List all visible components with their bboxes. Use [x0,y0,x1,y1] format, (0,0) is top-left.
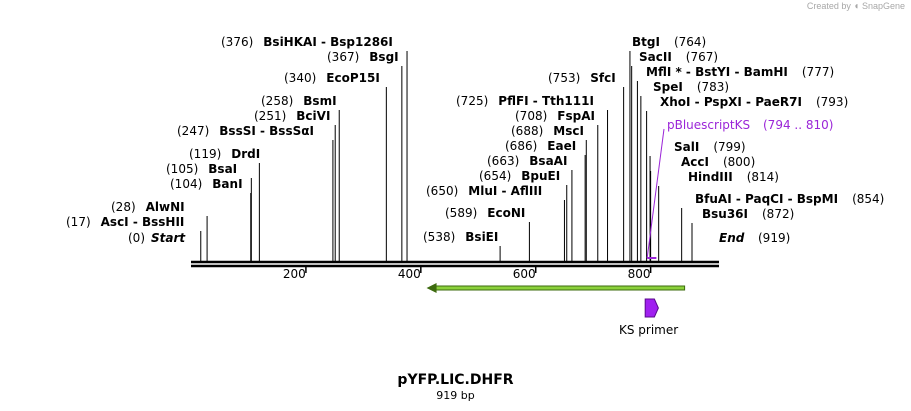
tick-label: 600 [513,267,536,281]
site-position-econi: (589) [445,206,477,220]
end-position: (919) [758,231,790,245]
site-position-bcivi: (251) [254,109,286,123]
backbone [191,260,719,268]
ks-primer-label: KS primer [619,323,678,337]
site-position-bpuei: (654) [479,169,511,183]
site-position-xhoi: (793) [816,95,848,109]
ks-primer-arrow-icon [644,298,659,318]
start-position: (0) [128,231,145,245]
created-by-credit: Created by ◖ SnapGene [807,1,905,12]
primer-name[interactable]: pBluescriptKS [667,118,750,132]
site-name-bsmi[interactable]: BsmI [303,94,336,108]
primer-range: (794 .. 810) [763,118,833,132]
site-position-bani: (104) [170,177,202,191]
site-name-xhoi[interactable]: XhoI - PspXI - PaeR7I [660,95,802,109]
site-labels: (17) AscI - BssHII(28) AlwNI (104) BanI (105)… [66,35,884,244]
end-label: End [719,231,745,245]
site-position-bsihkai: (376) [221,35,253,49]
site-name-sali[interactable]: SalI [674,140,699,154]
site-position-bsiei: (538) [423,230,455,244]
site-name-econi[interactable]: EcoNI [487,206,525,220]
site-name-alwni[interactable]: AlwNI [146,200,185,214]
site-name-bsu36i[interactable]: Bsu36I [702,207,748,221]
site-position-bfuai: (854) [852,192,884,206]
site-position-btgi: (764) [674,35,706,49]
site-name-fspai[interactable]: FspAI [557,109,595,123]
site-position-mlui: (650) [426,184,458,198]
site-name-bsssi[interactable]: BssSI - BssSαI [219,124,314,138]
site-position-bsai: (105) [166,162,198,176]
site-name-asci[interactable]: AscI - BssHII [101,215,185,229]
site-name-mlui[interactable]: MluI - AflIII [468,184,542,198]
site-name-btgi[interactable]: BtgI [632,35,660,49]
site-name-eaei[interactable]: EaeI [547,139,576,153]
start-label: Start [151,231,186,245]
site-name-msci[interactable]: MscI [553,124,584,138]
site-position-sfci: (753) [548,71,580,85]
site-name-bsaai[interactable]: BsaAI [529,154,567,168]
site-name-acci[interactable]: AccI [681,155,709,169]
tick-label: 800 [628,267,651,281]
site-position-ecop15i: (340) [284,71,316,85]
site-name-bfuai[interactable]: BfuAI - PaqCI - BspMI [695,192,838,206]
site-position-fspai: (708) [515,109,547,123]
site-position-sali: (799) [713,140,745,154]
site-position-sacii: (767) [686,50,718,64]
site-position-mfli: (777) [802,65,834,79]
site-name-bcivi[interactable]: BciVI [296,109,330,123]
site-name-bsai[interactable]: BsaI [208,162,237,176]
credit-prefix: Created by [806,1,851,11]
primer-site: pBluescriptKS (794 .. 810) [646,118,833,259]
primer-leader-line [646,128,665,259]
site-position-bsmi: (258) [261,94,293,108]
site-name-bani[interactable]: BanI [212,177,242,191]
site-position-spei: (783) [697,80,729,94]
feature-arrow-head-icon [426,283,437,293]
site-position-drdi: (119) [189,147,221,161]
credit-brand: SnapGene [861,1,905,11]
site-position-msci: (688) [511,124,543,138]
site-position-asci: (17) [66,215,91,229]
site-position-bsgi: (367) [327,50,359,64]
site-position-bsu36i: (872) [762,207,794,221]
feature-arrow-reverse[interactable] [426,283,686,293]
site-name-ecop15i[interactable]: EcoP15I [326,71,380,85]
site-lines [200,51,693,262]
site-name-mfli[interactable]: MflI * - BstYI - BamHI [646,65,788,79]
map-length: 919 bp [436,389,475,402]
site-name-sacii[interactable]: SacII [639,50,672,64]
site-position-acci: (800) [723,155,755,169]
site-position-bsaai: (663) [487,154,519,168]
site-position-hindiii: (814) [747,170,779,184]
ruler-ticks: 200 400 600 800 [283,266,652,281]
site-name-spei[interactable]: SpeI [653,80,683,94]
snapgene-logo-icon: ◖ [853,1,860,12]
map-title: pYFP.LIC.DHFR [397,372,514,388]
site-name-drdi[interactable]: DrdI [231,147,260,161]
tick-label: 200 [283,267,306,281]
site-position-pflfi: (725) [456,94,488,108]
site-name-bpuei[interactable]: BpuEI [521,169,560,183]
tick-label: 400 [398,267,421,281]
ks-primer-feature[interactable] [644,298,659,318]
site-position-alwni: (28) [111,200,136,214]
site-name-pflfi[interactable]: PflFI - Tth111I [498,94,594,108]
site-name-bsihkai[interactable]: BsiHKAI - Bsp1286I [263,35,393,49]
site-name-bsiei[interactable]: BsiEI [465,230,498,244]
site-name-bsgi[interactable]: BsgI [369,50,398,64]
site-name-hindiii[interactable]: HindIII [688,170,733,184]
site-position-bsssi: (247) [177,124,209,138]
site-name-sfci[interactable]: SfcI [590,71,615,85]
site-position-eaei: (686) [505,139,537,153]
